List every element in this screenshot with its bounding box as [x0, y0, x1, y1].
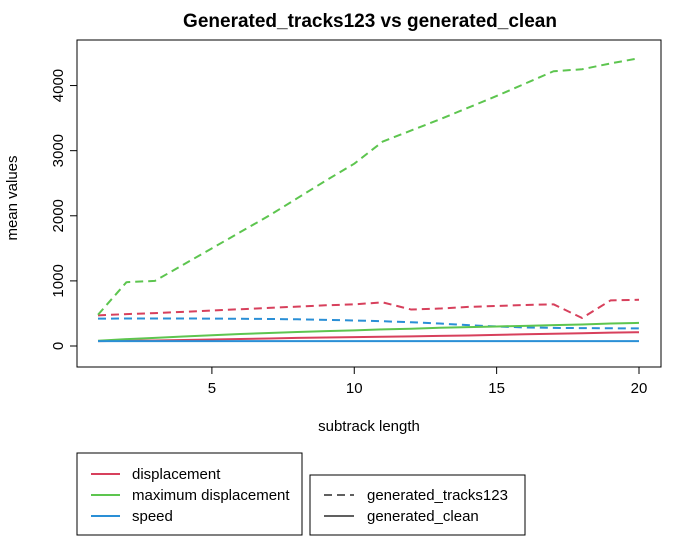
y-tick-label: 4000: [50, 69, 67, 102]
legend-linetype: generated_tracks123 generated_clean: [309, 474, 526, 536]
legend-color: displacement maximum displacement speed: [76, 452, 303, 536]
legend-label: generated_tracks123: [367, 487, 508, 504]
series-line-displacement-generated-tracks123: [97, 298, 640, 320]
y-tick-label: 2000: [50, 199, 67, 232]
x-tick-label: 20: [631, 380, 648, 397]
y-axis: 0 1000 2000 3000 4000: [50, 69, 78, 350]
legend-linetype-frame: [309, 474, 526, 536]
x-tick-label: 5: [208, 380, 216, 397]
x-tick-label: 15: [488, 380, 505, 397]
legend-label: displacement: [132, 466, 221, 483]
series-line-maximum-displacement-generated-clean: [97, 321, 640, 342]
y-tick-label: 0: [50, 342, 67, 350]
x-axis-label: subtrack length: [318, 418, 420, 435]
x-tick-label: 10: [346, 380, 363, 397]
series-layer: [97, 57, 640, 343]
series-line-speed-generated-tracks123: [97, 317, 640, 330]
y-tick-label: 3000: [50, 134, 67, 167]
series-line-displacement-generated-clean: [97, 331, 640, 343]
chart-title: Generated_tracks123 vs generated_clean: [183, 11, 557, 32]
legend-label: speed: [132, 508, 173, 525]
x-axis: 5 10 15 20: [208, 366, 648, 397]
legend-label: generated_clean: [367, 508, 479, 525]
y-tick-label: 1000: [50, 264, 67, 297]
legend-label: maximum displacement: [132, 487, 290, 504]
series-line-maximum-displacement-generated-tracks123: [97, 57, 640, 316]
y-axis-label: mean values: [4, 155, 21, 240]
